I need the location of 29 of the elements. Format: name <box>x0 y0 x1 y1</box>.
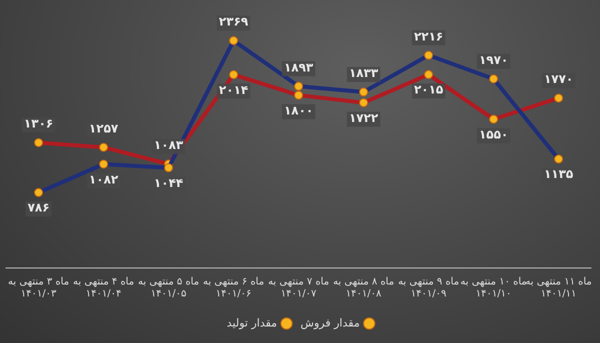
data-label: ۲۰۱۴ <box>218 82 248 97</box>
data-label: ۱۰۸۲ <box>88 172 119 186</box>
data-label: ۱۵۵۰ <box>478 127 508 142</box>
x-tick-label: ماه ۴ منتهی به ۱۴۰۱/۰۴ <box>73 276 134 300</box>
x-tick-label: ماه ۳ منتهی به ۱۴۰۱/۰۳ <box>8 276 70 300</box>
data-label: ۱۸۹۳ <box>284 60 314 74</box>
data-label: ۱۹۷۰ <box>478 53 508 68</box>
data-label: ۱۸۳۳ <box>348 66 379 80</box>
data-label: ۱۲۵۷ <box>88 121 119 136</box>
data-label: ۲۲۱۶ <box>414 29 444 44</box>
legend-label: مقدار تولید <box>226 316 278 330</box>
data-label: ۱۷۷۰ <box>544 72 574 86</box>
data-label: ۱۱۳۵ <box>544 167 574 182</box>
data-label: ۲۳۶۹ <box>218 14 249 29</box>
data-label: ۲۰۱۵ <box>414 82 444 97</box>
x-tick-label: ماه ۱۱ منتهی به ۱۴۰۱/۱۱ <box>525 276 592 300</box>
data-label: ۱۸۰۰ <box>284 103 314 118</box>
x-tick-label: ماه ۹ منتهی به ۱۴۰۱/۰۹ <box>398 276 460 300</box>
x-tick-label: ماه ۵ منتهی به ۱۴۰۱/۰۵ <box>138 276 200 300</box>
data-label: ۷۸۶ <box>28 200 50 215</box>
data-label: ۱۷۲۲ <box>348 110 379 125</box>
data-label: ۱۰۸۳ <box>154 138 184 152</box>
x-tick-label: ماه ۶ منتهی به ۱۴۰۱/۰۶ <box>203 276 264 300</box>
data-label: ۱۰۴۴ <box>154 176 184 190</box>
x-tick-label: ماه ۱۰ منتهی به ۱۴۰۱/۱۰ <box>460 276 527 300</box>
legend-label: مقدار فروش <box>300 316 360 330</box>
x-tick-label: ماه ۷ منتهی به ۱۴۰۱/۰۷ <box>268 276 330 300</box>
x-tick-label: ماه ۸ منتهی به ۱۴۰۱/۰۸ <box>333 276 394 300</box>
data-label: ۱۳۰۶ <box>24 116 54 131</box>
